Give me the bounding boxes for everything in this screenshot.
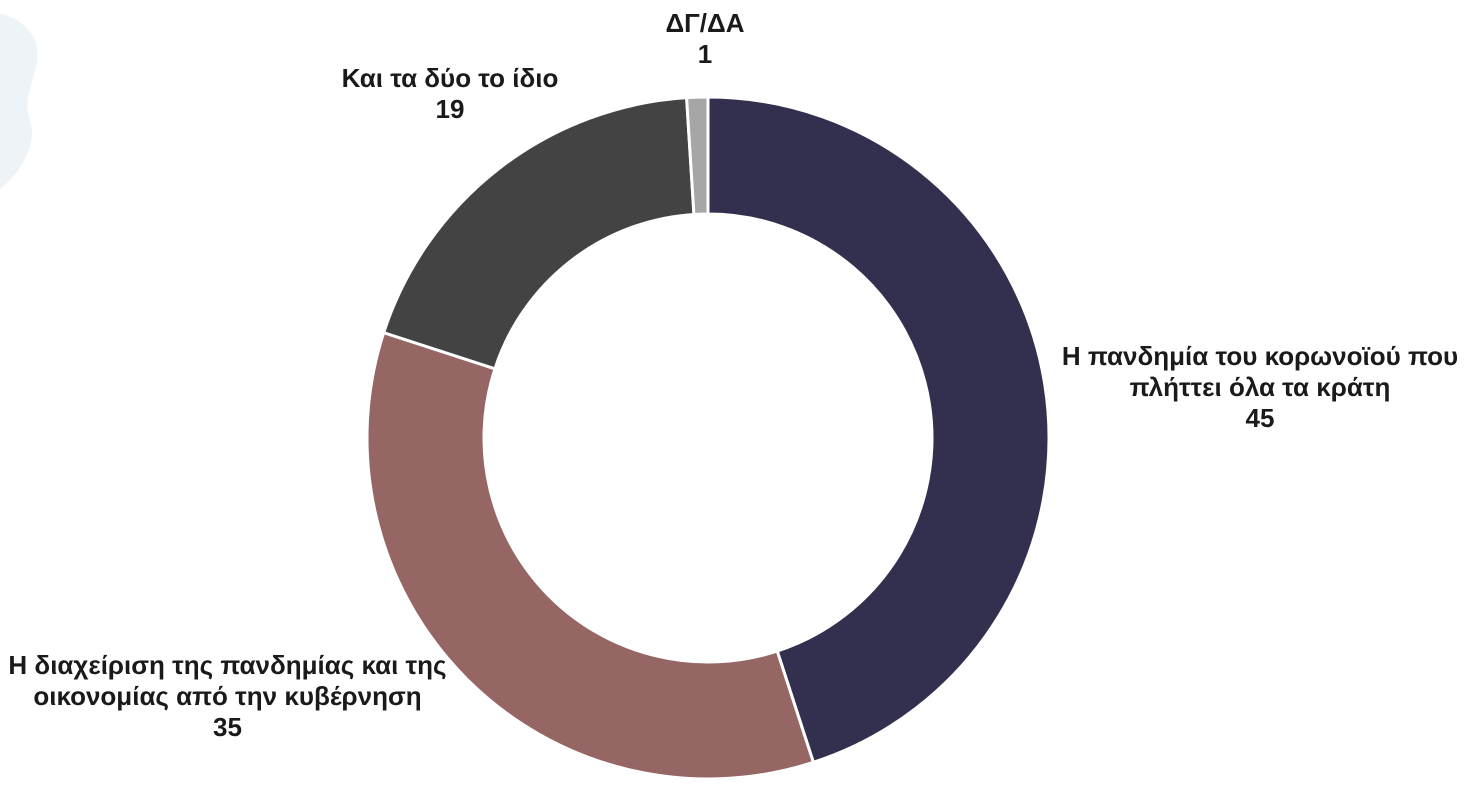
slice-government [365,330,816,781]
slice-value-label: 35 [213,712,242,742]
background-decoration [0,13,38,189]
slice-name-label: ΔΓ/ΔΑ [665,8,745,38]
data-label-both: Και τα δύο το ίδιο 19 [275,63,625,125]
slice-both [381,96,696,371]
data-label-government: Η διαχείριση της πανδημίας και της οικον… [0,650,455,743]
slice-pandemic [706,95,1051,765]
slice-name-label: Η διαχείριση της πανδημίας και της οικον… [8,650,447,711]
data-label-dk-na: ΔΓ/ΔΑ 1 [615,8,795,70]
slice-value-label: 1 [697,39,713,69]
slice-value-label: 45 [1245,403,1275,433]
slice-name-label: Και τα δύο το ίδιο [341,63,559,93]
data-label-pandemic: Η πανδημία του κορωνοϊού που πλήττει όλα… [1045,341,1474,434]
slice-value-label: 19 [435,94,465,124]
slice-name-label: Η πανδημία του κορωνοϊού που πλήττει όλα… [1061,341,1459,402]
slice-dk-na [684,95,710,217]
